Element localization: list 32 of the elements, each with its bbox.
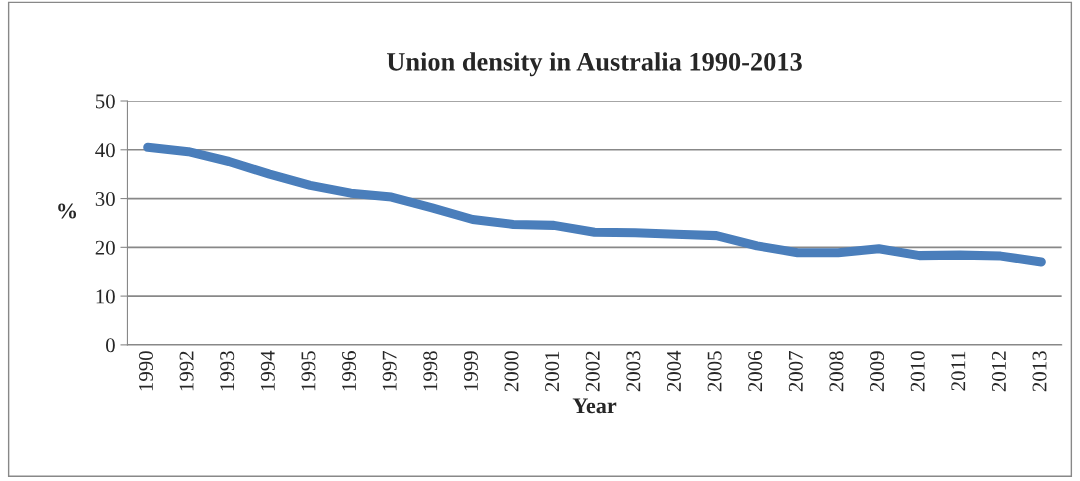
x-axis-title: Year [572,398,617,414]
x-tick-label: 2006 [748,351,763,392]
x-tick-label: 1993 [220,351,235,391]
x-tick-label: 2007 [788,351,803,392]
x-tick-label: 2008 [829,351,844,392]
x-tick-label: 2005 [707,351,722,392]
y-tick-label: 10 [96,289,115,304]
x-tick-label: 2003 [626,351,641,392]
x-tick-label: 1992 [179,351,194,391]
x-tick-label: 2011 [951,351,966,391]
x-tick-label: 1994 [260,350,275,391]
y-tick-label: 20 [95,240,115,255]
y-tick-label: 0 [106,338,115,353]
x-tick-label: 2010 [910,351,925,392]
y-tick-label: 50 [96,94,115,109]
y-axis-title: % [58,203,77,219]
chart-title: Union density in Australia 1990-2013 [386,52,802,77]
x-tick-label: 1996 [342,351,357,391]
x-tick-label: 1998 [423,351,438,391]
x-tick-label: 2013 [1032,351,1047,392]
x-tick-label: 2012 [991,351,1006,392]
y-tick-label: 30 [95,191,115,206]
x-tick-label: 2009 [870,351,885,392]
x-tick-label: 2001 [545,351,560,392]
x-tick-label: 1997 [382,351,397,391]
x-tick-label: 1995 [301,351,316,391]
x-tick-label: 2000 [504,351,519,392]
y-tick-label: 40 [95,143,115,158]
x-tick-label: 2004 [666,350,681,392]
x-tick-label: 1999 [463,351,478,391]
x-tick-label: 1990 [138,351,153,391]
x-tick-label: 2002 [585,351,600,392]
